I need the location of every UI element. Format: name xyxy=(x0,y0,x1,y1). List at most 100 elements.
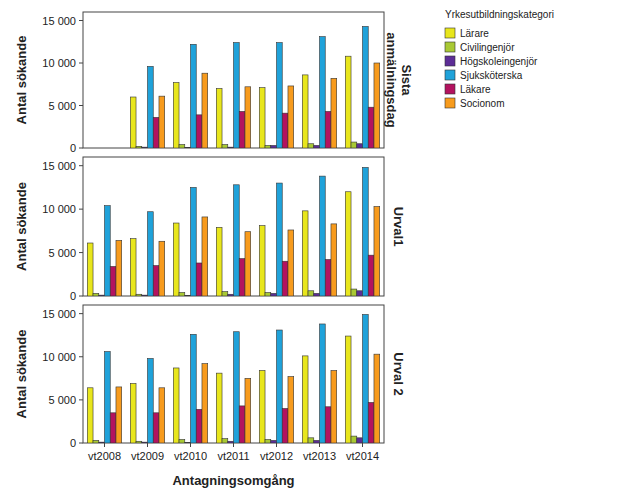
y-tick-label: 5 000 xyxy=(48,247,76,259)
legend-label: Socionom xyxy=(460,98,504,109)
bar xyxy=(245,378,251,443)
bar xyxy=(148,358,154,443)
y-tick xyxy=(79,148,83,149)
bar xyxy=(148,66,154,148)
y-tick xyxy=(79,399,83,400)
bar xyxy=(282,261,288,296)
plot-frame xyxy=(83,305,384,443)
bar xyxy=(222,292,228,296)
bar xyxy=(363,167,369,296)
bar xyxy=(374,63,380,148)
y-tick xyxy=(79,63,83,64)
bar xyxy=(173,368,179,443)
bar xyxy=(271,440,277,443)
y-axis-label: Antal sökande xyxy=(14,36,29,125)
bar xyxy=(191,187,197,296)
y-tick xyxy=(79,20,83,21)
legend-swatch xyxy=(445,56,455,66)
legend-swatch xyxy=(445,70,455,80)
bar xyxy=(357,144,363,148)
x-tick-label: vt2011 xyxy=(217,450,249,462)
bar xyxy=(153,266,159,296)
bar xyxy=(179,440,185,443)
x-tick xyxy=(319,443,320,447)
plot-frame xyxy=(83,12,384,148)
bar xyxy=(136,441,142,443)
panel: 05 00010 00015 000Antal sökandeSistaanmä… xyxy=(14,12,414,154)
y-tick-label: 0 xyxy=(70,290,76,302)
x-tick xyxy=(104,443,105,447)
bar xyxy=(320,37,326,148)
legend-label: Sjuksköterska xyxy=(460,70,523,81)
bar xyxy=(271,145,277,148)
bar xyxy=(148,212,154,296)
y-tick xyxy=(79,443,83,444)
y-tick-label: 15 000 xyxy=(42,15,76,27)
y-tick xyxy=(79,165,83,166)
legend-swatch xyxy=(445,98,455,108)
bar xyxy=(130,239,136,296)
bar xyxy=(259,88,265,148)
bar xyxy=(368,255,374,296)
bar xyxy=(202,364,208,443)
bars xyxy=(87,314,379,443)
y-tick-label: 15 000 xyxy=(42,308,76,320)
y-tick-label: 10 000 xyxy=(42,351,76,363)
x-tick-label: vt2014 xyxy=(346,450,379,462)
bar xyxy=(116,240,122,296)
bar xyxy=(345,56,351,148)
legend-label: Civilingenjör xyxy=(460,42,515,53)
bar xyxy=(87,243,93,296)
bar xyxy=(130,383,136,443)
x-tick xyxy=(233,443,234,447)
bar xyxy=(222,439,228,443)
bar xyxy=(357,438,363,443)
bar xyxy=(282,409,288,444)
bar xyxy=(302,356,308,443)
y-tick-label: 10 000 xyxy=(42,203,76,215)
panel: 05 00010 00015 000Antal sökandeUrval 2vt… xyxy=(14,305,406,488)
bar xyxy=(228,147,234,148)
legend-swatch xyxy=(445,28,455,38)
legend-swatch xyxy=(445,42,455,52)
bar xyxy=(245,232,251,296)
x-tick-label: vt2012 xyxy=(260,450,293,462)
legend-label: Högskoleingenjör xyxy=(460,56,538,67)
bar xyxy=(345,336,351,443)
bar xyxy=(265,293,271,296)
bar xyxy=(363,314,369,443)
legend-label: Lärare xyxy=(460,28,489,39)
bar xyxy=(216,227,222,296)
bar xyxy=(331,224,337,296)
bar xyxy=(368,107,374,148)
bar xyxy=(374,207,380,296)
y-tick-label: 5 000 xyxy=(48,394,76,406)
bar xyxy=(159,96,165,148)
y-tick xyxy=(79,105,83,106)
bar xyxy=(222,145,228,148)
bar xyxy=(179,145,185,148)
bar xyxy=(345,192,351,296)
bar xyxy=(239,259,245,296)
bar xyxy=(282,113,288,148)
bar xyxy=(93,293,99,296)
x-tick xyxy=(276,443,277,447)
panel-title: Sistaanmälningsdag xyxy=(384,32,414,127)
y-tick xyxy=(79,209,83,210)
x-tick-label: vt2013 xyxy=(303,450,336,462)
legend: YrkesutbildningskategoriLärareCivilingen… xyxy=(445,9,554,109)
bar xyxy=(234,332,240,443)
bar xyxy=(159,241,165,296)
bar xyxy=(228,294,234,296)
bar xyxy=(99,295,105,296)
bar xyxy=(196,115,202,148)
bar xyxy=(320,176,326,296)
x-tick-label: vt2009 xyxy=(131,450,164,462)
bar xyxy=(368,402,374,443)
y-tick xyxy=(79,296,83,297)
bar xyxy=(110,413,116,443)
bar xyxy=(185,442,191,443)
bar xyxy=(314,145,320,148)
bar xyxy=(228,441,234,443)
bar xyxy=(302,75,308,148)
